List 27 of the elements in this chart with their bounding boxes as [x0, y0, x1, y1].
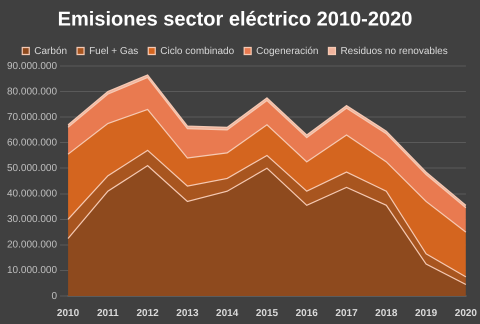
x-tick-label: 2015 — [256, 308, 279, 319]
x-tick-label: 2018 — [375, 308, 398, 319]
legend-label: Ciclo combinado — [160, 46, 235, 57]
x-tick-label: 2012 — [136, 308, 160, 319]
x-tick-label: 2010 — [56, 308, 80, 319]
x-tick-label: 2019 — [414, 308, 438, 319]
y-tick-label: 80.000.000 — [6, 86, 58, 98]
x-tick-label: 2014 — [216, 308, 239, 319]
y-tick-label: 70.000.000 — [6, 112, 58, 123]
legend-label: Carbón — [34, 46, 68, 57]
y-tick-label: 60.000.000 — [6, 137, 58, 148]
x-tick-label: 2011 — [96, 308, 120, 319]
chart-title: Emisiones sector eléctrico 2010-2020 — [58, 8, 412, 31]
y-tick-label: 20.000.000 — [6, 240, 58, 251]
x-tick-label: 2016 — [296, 308, 318, 319]
y-tick-label: 90.000.000 — [6, 60, 58, 72]
y-tick-label: 0 — [51, 290, 58, 302]
x-tick-label: 2017 — [335, 308, 358, 319]
y-tick-label: 50.000.000 — [6, 162, 58, 174]
legend-label: Cogeneración — [256, 46, 318, 57]
legend-label: Fuel + Gas — [89, 46, 138, 57]
y-tick-label: 10.000.000 — [6, 265, 58, 276]
y-tick-label: 30.000.000 — [6, 214, 58, 226]
x-tick-label: 2020 — [454, 308, 478, 319]
x-tick-label: 2013 — [176, 308, 199, 319]
legend-label: Residuos no renovables — [340, 46, 448, 57]
y-tick-label: 40.000.000 — [6, 188, 58, 200]
